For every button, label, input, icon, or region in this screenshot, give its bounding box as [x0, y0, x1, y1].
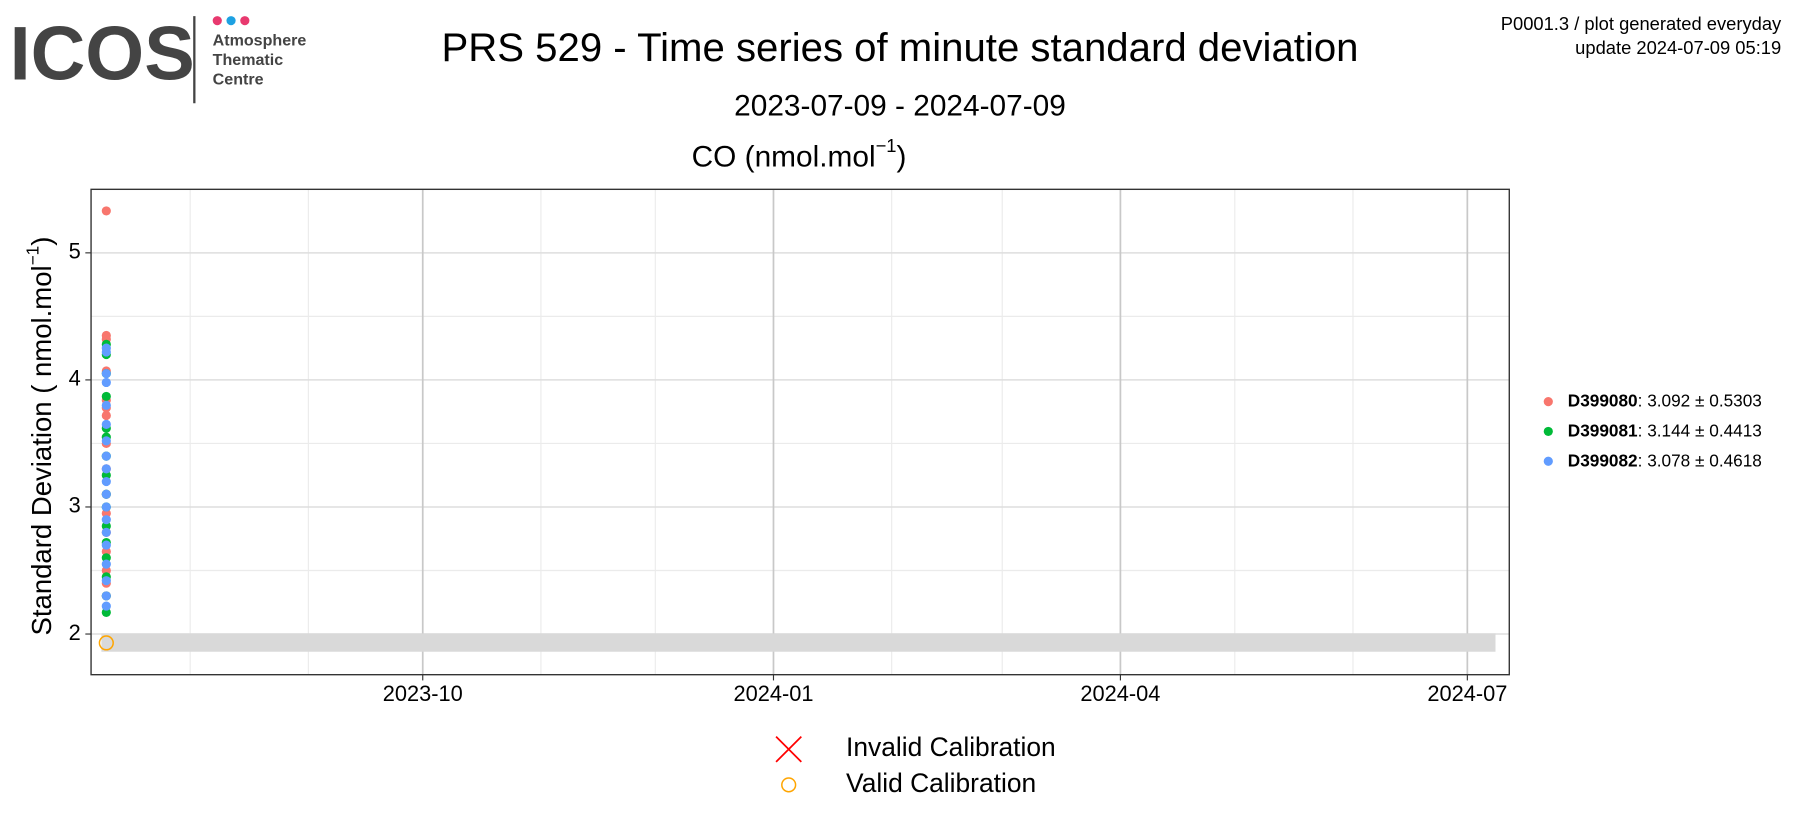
legend-name: D399080 — [1568, 390, 1638, 410]
info: update 2024-07-09 05:19 — [1575, 37, 1781, 58]
logo-dot — [240, 16, 250, 26]
legend-key — [775, 736, 802, 763]
point — [101, 391, 111, 402]
y-label-text: Standard Deviation ( nmol.mol — [26, 265, 57, 635]
point — [98, 635, 114, 651]
point — [101, 546, 111, 557]
info: P0001.3 / plot generated everyday — [1501, 13, 1782, 34]
x-tick-label: 2023-10 — [383, 681, 463, 706]
point — [101, 377, 111, 388]
point — [101, 419, 111, 429]
legend-stats: : 3.092 ± 0.5303 — [1638, 390, 1762, 410]
y-tick-label: 4 — [69, 366, 81, 391]
y-label-end: ) — [26, 237, 57, 246]
axes: 2 3 4 5 2023-10 2024-01 2024-04 2024-07 — [69, 239, 1508, 706]
y-tick-label: 5 — [69, 239, 81, 264]
point — [101, 591, 111, 601]
legend-name: D399082 — [1568, 450, 1638, 470]
point — [101, 607, 111, 618]
point — [101, 436, 111, 446]
x-tick-label: 2024-01 — [733, 681, 813, 706]
point — [101, 470, 111, 480]
legend-stats: : 3.144 ± 0.4413 — [1638, 420, 1762, 440]
logo-line: Centre — [213, 71, 264, 89]
point — [101, 527, 111, 537]
point — [101, 451, 111, 461]
legend-key — [1543, 397, 1553, 407]
y-label-sup: −1 — [22, 246, 42, 266]
chart-subtitle: 2023-07-09 - 2024-07-09 — [734, 90, 1066, 123]
logo: ICOS — [10, 12, 195, 97]
legend-label: D399081: 3.144 ± 0.4413 — [1568, 420, 1762, 440]
point — [101, 576, 111, 586]
point — [101, 368, 111, 379]
point — [101, 559, 111, 569]
y-axis-label: Standard Deviation ( nmol.mol−1) — [22, 237, 57, 636]
point — [101, 476, 111, 487]
legend-label: Valid Calibration — [846, 768, 1036, 798]
point — [101, 601, 111, 611]
point — [101, 464, 111, 474]
legend-stats: : 3.078 ± 0.4618 — [1638, 450, 1762, 470]
panel-title: CO (nmol.mol−1) — [692, 135, 907, 174]
y-tick-label: 3 — [69, 493, 81, 518]
shaded-band — [101, 633, 1496, 652]
point — [101, 206, 111, 216]
logo-line: Atmosphere — [213, 32, 307, 50]
point — [101, 521, 111, 531]
legend-label: Invalid Calibration — [846, 732, 1056, 762]
legend-key — [1543, 456, 1553, 466]
point — [101, 540, 111, 550]
point — [101, 400, 111, 410]
legend-name: D399081 — [1568, 420, 1638, 440]
legend-label: D399082: 3.078 ± 0.4618 — [1568, 450, 1762, 470]
panel-title-text: CO (nmol.mol — [692, 140, 876, 173]
panel-title-sup: −1 — [876, 135, 897, 156]
marks — [98, 206, 114, 651]
point — [101, 508, 111, 518]
plot-area — [91, 189, 1510, 675]
legend-label: D399080: 3.092 ± 0.5303 — [1568, 390, 1762, 410]
point — [101, 347, 111, 357]
point — [101, 553, 111, 563]
point — [101, 489, 111, 499]
legend-key — [1543, 426, 1553, 437]
x-tick-label: 2024-07 — [1427, 681, 1507, 706]
logo-dot — [212, 16, 222, 26]
logo-line: Thematic — [213, 51, 284, 69]
x-tick-label: 2024-04 — [1080, 681, 1160, 706]
point — [101, 410, 111, 421]
y-tick-label: 2 — [69, 620, 81, 645]
legend-key — [781, 777, 797, 793]
logo-dot — [226, 16, 236, 26]
chart-title: PRS 529 - Time series of minute standard… — [441, 25, 1358, 70]
panel-title-end: ) — [897, 140, 907, 173]
point — [101, 515, 111, 525]
point — [101, 565, 111, 576]
point — [101, 502, 111, 512]
plot-border — [90, 188, 1510, 676]
